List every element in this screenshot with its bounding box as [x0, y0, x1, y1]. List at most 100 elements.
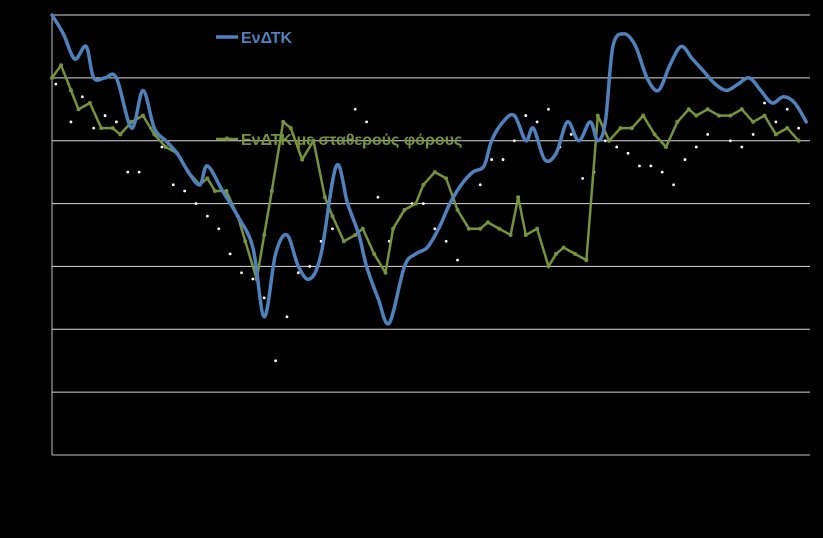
dot-point [649, 164, 653, 168]
series-point-edtk-constant-taxes [402, 207, 407, 212]
dot-point [603, 139, 607, 143]
series-point-edtk-constant-taxes [607, 138, 612, 143]
dot-point [797, 126, 801, 130]
dot-point [365, 120, 368, 124]
series-point-edtk-constant-taxes [466, 226, 471, 231]
dot-point [92, 126, 96, 130]
series-point-edtk-constant-taxes [353, 233, 358, 237]
dot-point [251, 277, 255, 281]
legend-label-edtk: ΕνΔΤΚ [241, 30, 293, 47]
series-point-edtk-constant-taxes [163, 145, 168, 149]
series-point-edtk-constant-taxes [341, 239, 346, 244]
series-point-edtk-constant-taxes [444, 176, 449, 181]
series-point-edtk-constant-taxes [140, 113, 145, 118]
dot-point [171, 183, 175, 187]
series-point-edtk-constant-taxes [421, 182, 426, 187]
dot-point [478, 183, 482, 187]
series-point-edtk-constant-taxes [99, 126, 104, 131]
dot-point [54, 82, 58, 86]
series-point-edtk-constant-taxes [705, 107, 710, 112]
series-point-edtk-constant-taxes [618, 126, 623, 131]
series-point-edtk-constant-taxes [110, 126, 115, 131]
series-point-edtk-constant-taxes [224, 189, 229, 193]
series-point-edtk-constant-taxes [330, 214, 335, 219]
series-point-edtk-constant-taxes [87, 101, 92, 105]
dot-point [194, 202, 198, 205]
dot-point [69, 120, 73, 124]
dot-point [524, 114, 528, 117]
series-point-edtk-constant-taxes [152, 132, 157, 137]
dot-point [763, 101, 766, 105]
series-point-edtk-constant-taxes [478, 226, 483, 231]
dot-point [740, 145, 744, 149]
series-point-edtk-constant-taxes [773, 132, 778, 137]
series-point-edtk-constant-taxes [554, 251, 559, 256]
dot-point [444, 239, 448, 243]
series-group [50, 13, 808, 363]
dot-point [501, 158, 505, 161]
series-point-edtk-constant-taxes [205, 176, 210, 181]
dot-point [694, 145, 698, 149]
dot-point [569, 133, 573, 136]
series-point-edtk-constant-taxes [413, 201, 418, 206]
series-point-edtk-constant-taxes [629, 126, 634, 131]
series-point-edtk-constant-taxes [360, 226, 365, 231]
dot-point [729, 139, 732, 143]
dot-point [80, 95, 84, 99]
dot-point [672, 183, 675, 187]
axes [51, 15, 810, 456]
series-point-edtk-constant-taxes [497, 226, 502, 231]
series-point-edtk-constant-taxes [561, 245, 566, 250]
legend-marker-edtk-constant-taxes [224, 136, 230, 142]
dot-point [308, 265, 312, 268]
series-point-edtk-constant-taxes [300, 157, 305, 162]
dot-point [262, 296, 266, 300]
dot-point [785, 107, 789, 111]
dot-point [126, 170, 130, 174]
dot-point [137, 170, 141, 174]
series-point-edtk-constant-taxes [796, 138, 801, 143]
series-point-edtk-constant-taxes [652, 132, 657, 137]
series-point-edtk-constant-taxes [641, 113, 646, 118]
dot-point [240, 271, 243, 275]
dot-point [228, 252, 232, 256]
dot-point [296, 271, 300, 275]
dot-point [376, 195, 380, 199]
dot-point [217, 227, 221, 231]
dot-point [706, 133, 710, 136]
series-point-edtk-constant-taxes [573, 251, 578, 256]
series-point-edtk-constant-taxes [762, 113, 767, 118]
series-point-edtk-constant-taxes [523, 233, 528, 237]
series-point-edtk-constant-taxes [728, 113, 733, 118]
dot-point [353, 107, 357, 111]
series-point-edtk-constant-taxes [686, 107, 691, 112]
series-point-edtk-constant-taxes [455, 207, 460, 212]
series-point-edtk-constant-taxes [717, 113, 722, 118]
series-point-edtk-constant-taxes [508, 233, 513, 237]
dot-point [433, 227, 437, 231]
dot-point [160, 145, 164, 149]
series-point-edtk-constant-taxes [212, 189, 217, 193]
gridlines [52, 14, 810, 393]
series-point-edtk-constant-taxes [739, 107, 744, 112]
series-point-edtk-constant-taxes [584, 258, 589, 263]
dot-point [626, 151, 630, 155]
series-point-edtk-constant-taxes [76, 107, 81, 112]
series-point-edtk-constant-taxes [383, 270, 388, 275]
series-point-edtk-constant-taxes [269, 189, 274, 193]
series-point-edtk-constant-taxes [288, 126, 293, 131]
dot-point [638, 164, 641, 168]
series-point-edtk-constant-taxes [694, 113, 699, 118]
dot-point [115, 120, 118, 124]
dot-point [183, 189, 187, 193]
series-point-edtk-constant-taxes [118, 132, 123, 137]
series-point-edtk-constant-taxes [322, 195, 327, 200]
dot-point [456, 258, 459, 262]
series-point-edtk-constant-taxes [535, 226, 540, 231]
dot-point [205, 214, 209, 218]
dot-point [422, 202, 425, 205]
series-point-edtk-constant-taxes [546, 264, 551, 269]
dot-point [331, 227, 334, 231]
